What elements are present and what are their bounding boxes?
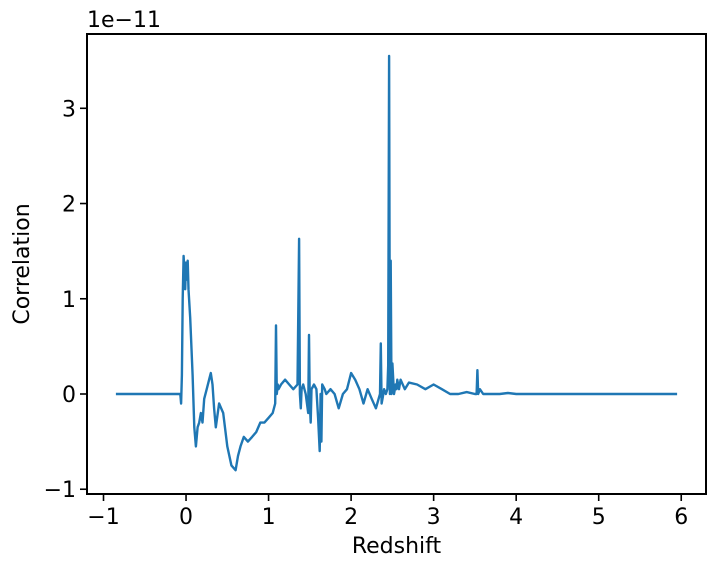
series-line-0 bbox=[115, 54, 678, 472]
x-tick-label: −1 bbox=[87, 505, 119, 530]
x-tick-label: 2 bbox=[344, 505, 358, 530]
x-tick-label: 1 bbox=[262, 505, 276, 530]
y-tick-label: 2 bbox=[62, 193, 76, 218]
series-layer bbox=[115, 54, 678, 472]
y-tick-label: 3 bbox=[62, 97, 76, 122]
y-axis-label: Correlation bbox=[10, 203, 35, 324]
y-tick-label: 1 bbox=[62, 288, 76, 313]
x-tick-label: 3 bbox=[427, 505, 441, 530]
y-tick-label: 0 bbox=[62, 383, 76, 408]
x-tick-label: 5 bbox=[592, 505, 606, 530]
x-tick-label: 4 bbox=[509, 505, 523, 530]
y-axis: −1 0 1 2 3 bbox=[44, 97, 87, 503]
plot-frame bbox=[86, 33, 707, 495]
x-tick-label: 6 bbox=[674, 505, 688, 530]
y-tick-label: −1 bbox=[44, 478, 76, 503]
x-axis-label: Redshift bbox=[352, 534, 442, 559]
x-tick-label: 0 bbox=[179, 505, 193, 530]
x-axis: −1 0 1 2 3 4 5 6 bbox=[87, 494, 688, 530]
y-offset-label: 1e−11 bbox=[87, 8, 161, 33]
